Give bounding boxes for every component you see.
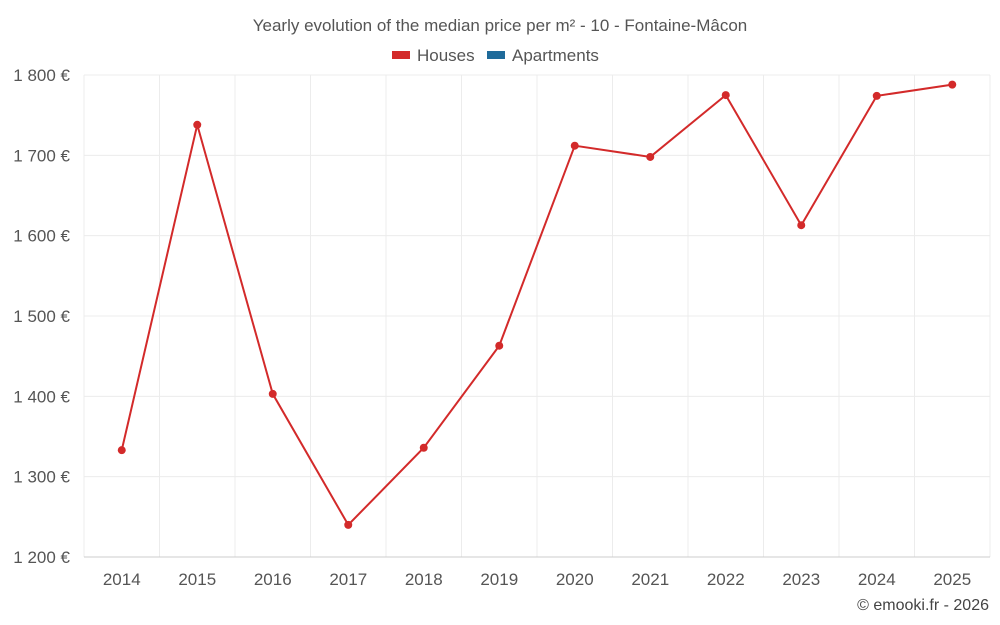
data-point-houses[interactable]	[948, 80, 957, 89]
legend-swatch-houses	[392, 51, 410, 59]
legend-label-houses: Houses	[417, 46, 475, 65]
data-point-houses[interactable]	[193, 120, 202, 129]
y-tick-label: 1 500 €	[13, 307, 70, 326]
legend-label-apartments: Apartments	[512, 46, 599, 65]
y-tick-label: 1 200 €	[13, 548, 70, 567]
y-tick-label: 1 300 €	[13, 468, 70, 487]
data-point-houses[interactable]	[268, 389, 277, 398]
x-gridlines	[83, 75, 991, 557]
x-tick-label: 2015	[178, 570, 216, 589]
data-point-houses[interactable]	[419, 443, 428, 452]
x-tick-label: 2023	[782, 570, 820, 589]
series-line-houses	[120, 83, 953, 527]
x-tick-label: 2022	[707, 570, 745, 589]
y-axis-ticks: 1 200 € 1 300 € 1 400 € 1 500 € 1 600 € 1 700…	[13, 66, 70, 567]
data-point-houses[interactable]	[570, 141, 579, 150]
x-tick-label: 2020	[556, 570, 594, 589]
data-point-houses[interactable]	[721, 91, 730, 100]
y-tick-label: 1 700 €	[13, 146, 70, 165]
chart-title: Yearly evolution of the median price per…	[253, 16, 748, 35]
series-lines	[120, 83, 953, 527]
y-tick-label: 1 400 €	[13, 387, 70, 406]
legend-item-apartments[interactable]: Apartments	[487, 46, 599, 65]
x-tick-label: 2025	[933, 570, 971, 589]
legend-swatch-apartments	[487, 51, 505, 59]
x-axis-ticks: 2014 2015 2016 2017 2018 2019 2020 2021 2022 2023…	[103, 570, 971, 589]
y-tick-label: 1 600 €	[13, 227, 70, 246]
x-tick-label: 2018	[405, 570, 443, 589]
x-tick-label: 2021	[631, 570, 669, 589]
legend-item-houses[interactable]: Houses	[392, 46, 475, 65]
data-point-houses[interactable]	[495, 341, 504, 350]
x-tick-label: 2014	[103, 570, 141, 589]
x-tick-label: 2017	[329, 570, 367, 589]
legend: Houses Apartments	[392, 46, 599, 65]
data-point-houses[interactable]	[646, 152, 655, 161]
data-point-houses[interactable]	[872, 91, 881, 100]
data-point-houses[interactable]	[344, 520, 353, 529]
series-points	[117, 80, 957, 529]
x-tick-label: 2016	[254, 570, 292, 589]
x-tick-label: 2019	[480, 570, 518, 589]
x-tick-label: 2024	[858, 570, 896, 589]
data-point-houses[interactable]	[117, 446, 126, 455]
y-tick-label: 1 800 €	[13, 66, 70, 85]
data-point-houses[interactable]	[797, 221, 806, 230]
credit-text: © emooki.fr - 2026	[857, 597, 989, 614]
